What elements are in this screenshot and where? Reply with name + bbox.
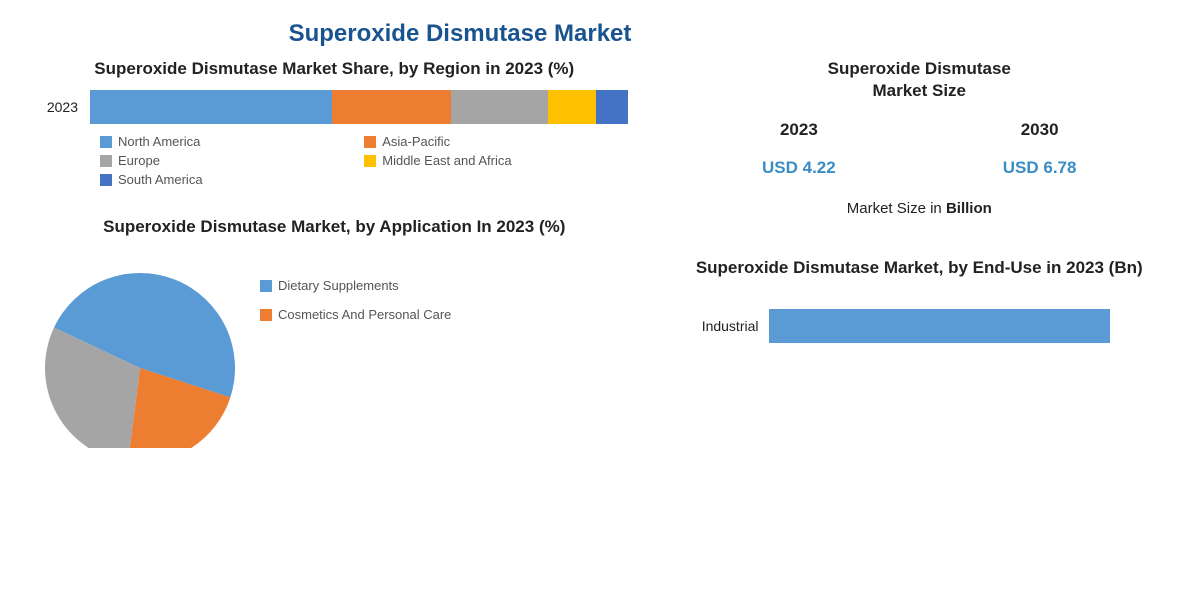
legend-swatch [260,309,272,321]
market-size-panel: Superoxide Dismutase Market Size 2023 20… [679,58,1161,217]
region-year-label: 2023 [40,99,90,115]
legend-swatch [100,174,112,186]
region-bar-track [90,90,629,124]
enduse-chart-title: Superoxide Dismutase Market, by End-Use … [679,257,1161,279]
market-size-years: 2023 2030 [679,120,1161,140]
legend-item: North America [100,134,364,149]
enduse-bar-row: Industrial [679,309,1161,343]
market-size-values: USD 4.22 USD 6.78 [679,158,1161,178]
main-title: Superoxide Dismutase Market [0,0,1200,48]
legend-label: Middle East and Africa [382,153,511,168]
right-column: Superoxide Dismutase Market Size 2023 20… [659,58,1161,448]
legend-label: South America [118,172,203,187]
enduse-category-label: Industrial [679,318,769,334]
region-stacked-bar: 2023 [40,90,629,124]
legend-swatch [100,155,112,167]
legend-label: North America [118,134,200,149]
region-chart-title: Superoxide Dismutase Market Share, by Re… [40,58,629,80]
market-size-note: Market Size in Billion [679,200,1161,217]
legend-swatch [260,280,272,292]
left-column: Superoxide Dismutase Market Share, by Re… [40,58,659,448]
legend-label: Asia-Pacific [382,134,450,149]
market-size-value-0: USD 4.22 [762,158,836,178]
legend-label: Dietary Supplements [278,278,399,293]
region-segment [596,90,628,124]
pie-wrap [40,248,240,448]
market-size-title-line2: Market Size [872,81,966,100]
market-size-year-0: 2023 [780,120,818,140]
market-size-title-line1: Superoxide Dismutase [828,59,1011,78]
region-segment [90,90,332,124]
market-size-title: Superoxide Dismutase Market Size [679,58,1161,102]
region-segment [332,90,450,124]
market-size-note-bold: Billion [946,200,992,217]
legend-label: Europe [118,153,160,168]
market-size-value-1: USD 6.78 [1003,158,1077,178]
application-chart-title: Superoxide Dismutase Market, by Applicat… [40,216,629,238]
pie-chart [40,248,240,448]
market-size-year-1: 2030 [1021,120,1059,140]
legend-item: Middle East and Africa [364,153,628,168]
main-container: Superoxide Dismutase Market Share, by Re… [0,48,1200,448]
enduse-bar [769,309,1111,343]
legend-item: Asia-Pacific [364,134,628,149]
legend-item: South America [100,172,364,187]
legend-label: Cosmetics And Personal Care [278,307,451,322]
legend-swatch [100,136,112,148]
legend-swatch [364,136,376,148]
enduse-section: Superoxide Dismutase Market, by End-Use … [679,257,1161,343]
region-segment [451,90,548,124]
legend-item: Dietary Supplements [260,278,629,293]
region-segment [548,90,596,124]
market-size-note-prefix: Market Size in [847,200,946,217]
legend-item: Europe [100,153,364,168]
legend-swatch [364,155,376,167]
region-legend: North America Asia-Pacific Europe Middle Ea… [40,134,629,191]
application-pie-section: Dietary Supplements Cosmetics And Persona… [40,248,629,448]
legend-item: Cosmetics And Personal Care [260,307,629,322]
application-legend: Dietary Supplements Cosmetics And Persona… [240,248,629,336]
